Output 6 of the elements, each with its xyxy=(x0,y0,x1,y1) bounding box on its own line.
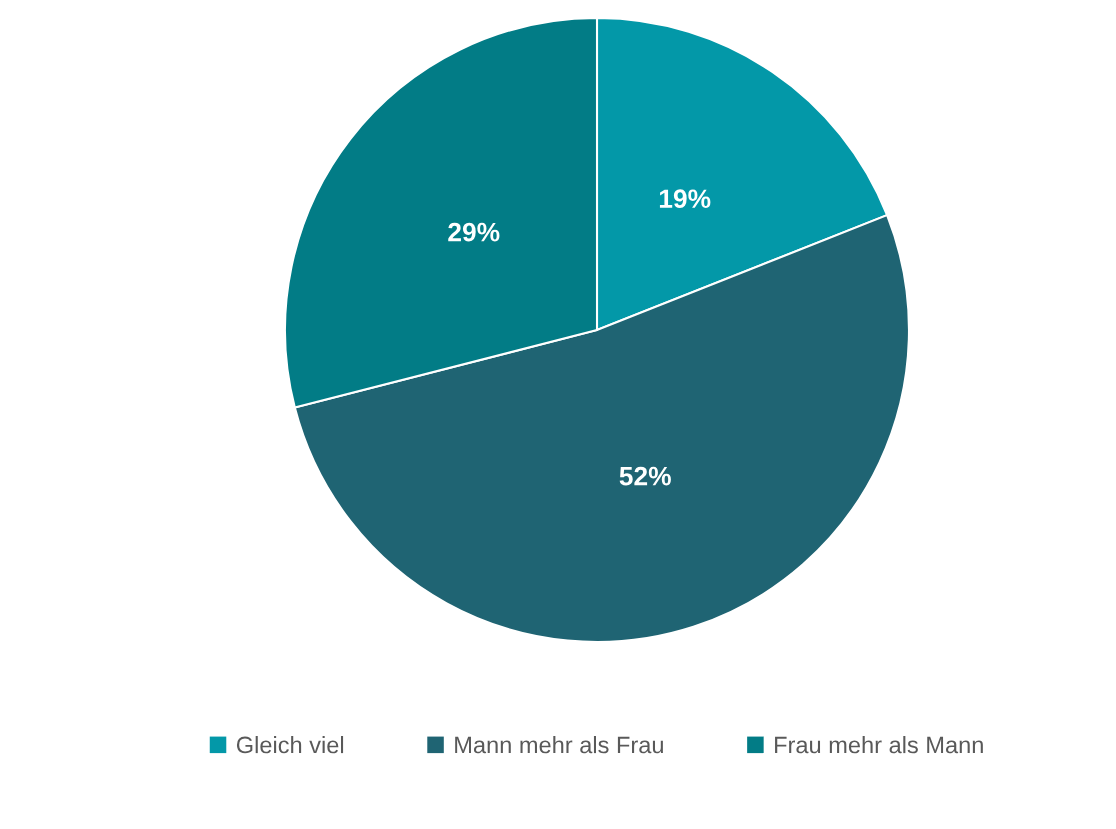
data-label: 19% xyxy=(659,189,711,209)
data-label: 29% xyxy=(448,222,500,242)
legend-label: Frau mehr als Mann xyxy=(775,736,983,754)
legend-label: Mann mehr als Frau xyxy=(455,736,663,754)
legend-label: Gleich viel xyxy=(236,736,344,754)
data-label: 52% xyxy=(619,466,671,486)
